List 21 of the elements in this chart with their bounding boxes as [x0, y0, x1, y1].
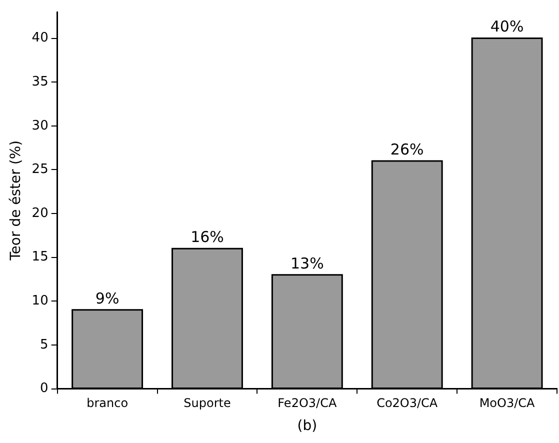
x-axis-title: (b) — [297, 418, 318, 434]
y-tick-label: 5 — [40, 337, 48, 352]
y-tick-label: 20 — [32, 206, 48, 221]
data-label: 13% — [290, 254, 324, 272]
y-tick-label: 35 — [32, 74, 48, 90]
y-tick-label: 40 — [32, 30, 48, 46]
x-tick-label: Co2O3/CA — [376, 396, 438, 410]
data-label: 9% — [95, 289, 120, 308]
y-tick-label: 30 — [32, 118, 48, 134]
data-label: 40% — [490, 18, 524, 36]
data-label: 16% — [190, 228, 224, 246]
x-tick-label: branco — [86, 396, 128, 410]
y-tick-label: 15 — [32, 250, 48, 265]
y-tick-label: 10 — [32, 294, 48, 309]
x-tick-label: Fe2O3/CA — [278, 396, 338, 410]
data-label: 26% — [390, 140, 424, 158]
x-tick-label: Suporte — [184, 396, 231, 410]
y-tick-label: 0 — [40, 381, 48, 396]
y-tick-label: 25 — [32, 162, 48, 178]
y-axis-title: Teor de éster (%) — [8, 140, 24, 262]
x-tick-label: MoO3/CA — [479, 396, 536, 410]
